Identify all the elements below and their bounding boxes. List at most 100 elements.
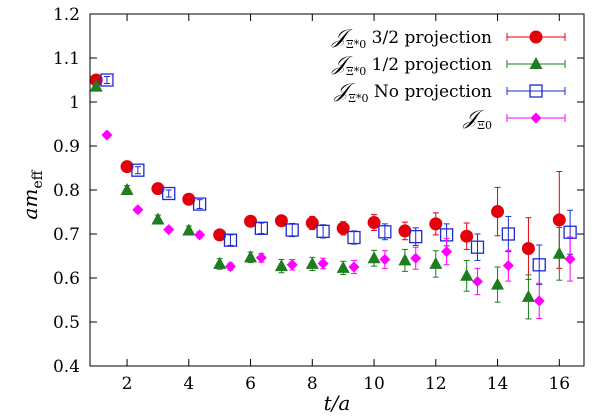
data-point	[552, 213, 566, 227]
data-point	[244, 250, 258, 263]
legend-marker	[529, 84, 543, 98]
legend-label-subscript: Ξ0	[477, 119, 492, 132]
data-point	[100, 73, 114, 87]
data-point	[398, 253, 412, 266]
x-tick-label: 4	[183, 374, 194, 394]
x-axis-label: t/a	[324, 391, 351, 415]
data-point	[317, 257, 329, 269]
data-point	[286, 259, 298, 271]
legend-label-text: 1/2 projection	[366, 55, 492, 75]
x-tick-label: 10	[363, 374, 385, 394]
legend-marker	[530, 112, 542, 124]
legend-entry-2: 𝒥Ξ*0 No projection	[333, 78, 566, 105]
series-2	[100, 73, 577, 286]
data-point	[151, 212, 165, 225]
y-axis-label: ameff	[18, 169, 46, 219]
series-0	[89, 73, 566, 280]
legend-label-subscript: Ξ*0	[348, 92, 368, 105]
data-point	[378, 225, 392, 239]
x-tick-label: 8	[307, 374, 318, 394]
data-point	[213, 256, 227, 269]
data-point	[213, 228, 227, 242]
data-point	[192, 197, 207, 211]
x-tick-label: 16	[548, 374, 570, 394]
data-point	[502, 260, 514, 272]
data-point	[367, 251, 381, 264]
data-point	[132, 204, 144, 216]
data-point	[131, 163, 145, 177]
data-point	[501, 227, 516, 241]
x-tick-label: 14	[487, 374, 509, 394]
data-point	[471, 276, 483, 288]
data-point	[429, 217, 443, 231]
y-tick-label: 0.6	[53, 269, 80, 289]
data-point	[409, 229, 423, 244]
data-marks	[89, 73, 577, 320]
legend-marker	[529, 57, 543, 69]
y-tick-label: 0.5	[53, 313, 80, 333]
data-point	[491, 277, 505, 290]
data-point	[151, 182, 165, 196]
x-tick-label: 6	[245, 374, 256, 394]
data-point	[410, 252, 422, 264]
data-point	[120, 183, 134, 195]
legend-label: 𝒥Ξ*0 No projection	[333, 78, 492, 105]
legend-label: 𝒥Ξ*0 3/2 projection	[331, 24, 492, 51]
data-point	[163, 224, 175, 236]
legend-entry-1: 𝒥Ξ*0 1/2 projection	[331, 51, 566, 78]
x-tick-label: 12	[425, 374, 447, 394]
data-point	[564, 253, 576, 265]
data-point	[367, 216, 381, 230]
data-point	[101, 129, 113, 141]
data-point	[223, 233, 238, 247]
data-point	[274, 214, 288, 228]
legend-entry-0: 𝒥Ξ*0 3/2 projection	[331, 24, 566, 51]
legend-label-subscript: Ξ*0	[346, 65, 366, 78]
data-point	[255, 252, 267, 264]
data-point	[336, 260, 350, 273]
data-point	[285, 223, 299, 237]
y-tick-label: 0.8	[53, 181, 80, 201]
data-point	[398, 224, 412, 238]
data-point	[532, 258, 546, 272]
data-point	[305, 216, 319, 230]
y-tick-label: 1.1	[53, 49, 80, 69]
series-1	[89, 79, 566, 320]
data-point	[305, 256, 319, 269]
legend-label-text: 3/2 projection	[366, 28, 492, 48]
data-point	[521, 289, 535, 302]
data-point	[429, 256, 443, 269]
y-tick-label: 1.2	[53, 5, 80, 25]
series-3	[101, 129, 576, 319]
data-point	[336, 221, 350, 235]
data-point	[194, 229, 206, 241]
data-point	[379, 254, 391, 266]
legend-marker	[529, 30, 543, 44]
data-point	[182, 192, 196, 206]
legend-label: 𝒥Ξ0	[462, 105, 492, 132]
data-point	[460, 268, 474, 281]
y-tick-label: 0.4	[53, 357, 80, 377]
data-point	[441, 246, 453, 258]
data-point	[552, 246, 566, 259]
data-point	[460, 229, 474, 243]
legend-label-text: No projection	[369, 82, 493, 102]
legend-label: 𝒥Ξ*0 1/2 projection	[331, 51, 492, 78]
data-point	[120, 160, 134, 174]
y-tick-label: 1	[69, 93, 80, 113]
data-point	[316, 224, 330, 239]
data-point	[533, 295, 545, 307]
data-point	[347, 230, 361, 245]
data-point	[274, 259, 288, 272]
x-tick-label: 2	[122, 374, 133, 394]
data-point	[224, 261, 236, 273]
y-tick-label: 0.7	[53, 225, 80, 245]
axis-ticks: 2 4 6 8 10 12 14 16 0.4 0.5 0.6 0.7 0.8 0.9 1 1.1 1.2	[53, 5, 584, 394]
data-point	[470, 240, 485, 254]
data-point	[244, 214, 258, 228]
data-point	[491, 205, 505, 219]
data-point	[348, 261, 360, 273]
data-point	[162, 186, 176, 201]
